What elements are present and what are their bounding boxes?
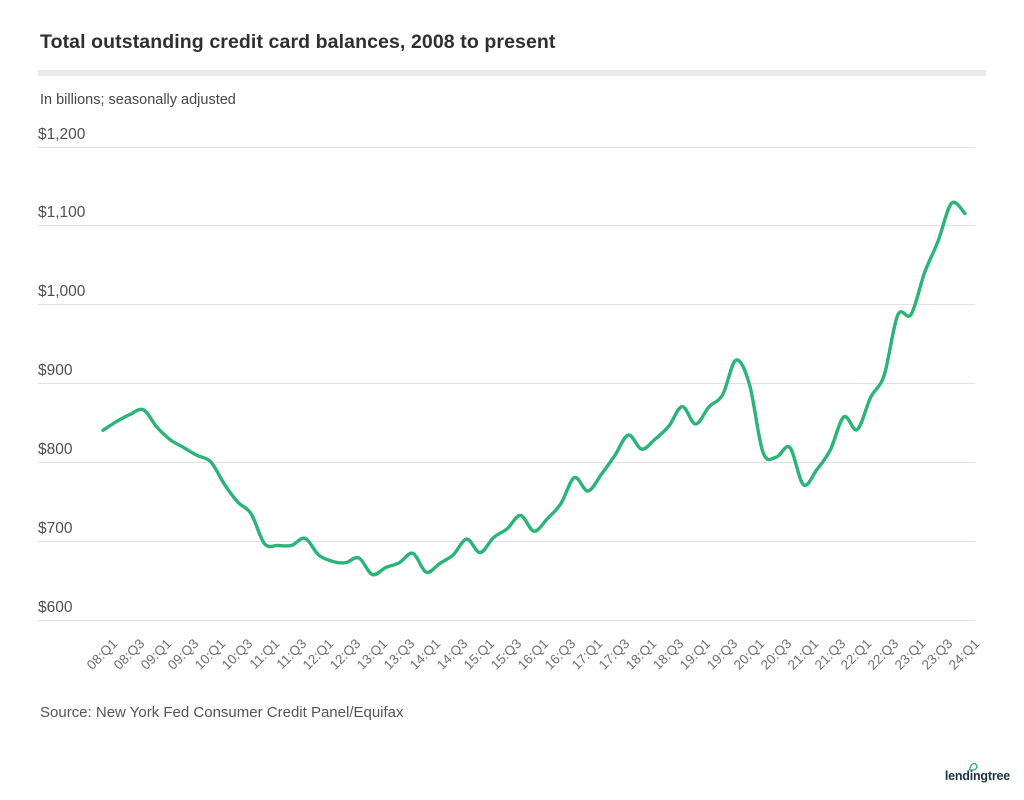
x-axis-label: 24:Q1 — [945, 636, 983, 673]
gridline — [38, 461, 975, 463]
lendingtree-logo: lendingtree — [944, 762, 1010, 783]
y-axis-label: $900 — [38, 362, 73, 379]
gridline — [38, 619, 975, 621]
y-axis-label: $1,000 — [38, 283, 86, 301]
gridline — [38, 540, 975, 542]
y-axis-label: $1,100 — [38, 204, 86, 222]
gridline — [38, 146, 975, 148]
title-divider — [38, 70, 986, 76]
y-axis-label: $700 — [38, 519, 73, 537]
credit-card-balance-line — [101, 200, 967, 577]
gridline — [38, 383, 975, 384]
y-axis-label: $1,200 — [38, 125, 86, 143]
chart-subtitle: In billions; seasonally adjusted — [40, 92, 236, 108]
gridline — [38, 225, 975, 227]
y-axis-label: $600 — [38, 598, 73, 616]
x-axis-label: 11:Q1 — [246, 636, 283, 672]
chart-title: Total outstanding credit card balances, … — [40, 31, 556, 53]
source-note: Source: New York Fed Consumer Credit Pan… — [40, 704, 404, 721]
y-axis-label: $800 — [38, 440, 73, 458]
logo-text: lendingtree — [944, 769, 1010, 783]
leaf-icon — [968, 762, 978, 771]
gridline — [38, 304, 975, 306]
